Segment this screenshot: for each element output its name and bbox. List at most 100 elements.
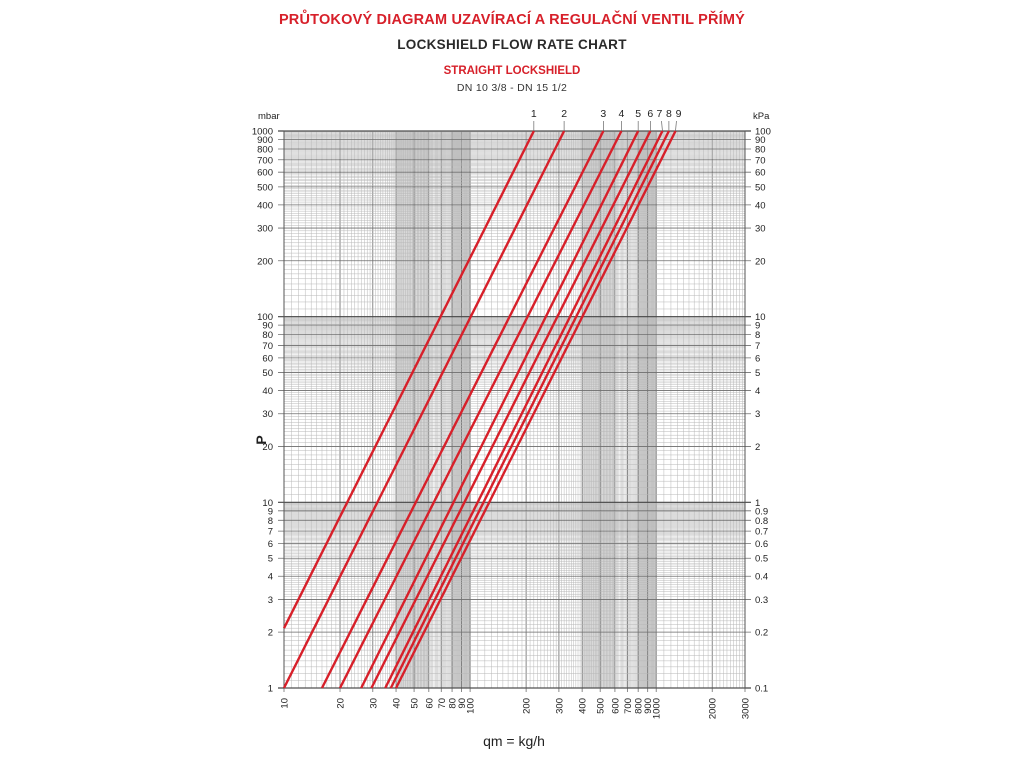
y-tick-label-right: 5 bbox=[755, 368, 760, 379]
y-tick-label-right: 0.1 bbox=[755, 684, 768, 695]
y-tick-label-left: 4 bbox=[268, 572, 273, 583]
series-line-4 bbox=[338, 130, 623, 689]
y-tick-label-left: 7 bbox=[268, 527, 273, 538]
x-tick-label: 300 bbox=[554, 698, 565, 714]
y-tick-label-right: 0.2 bbox=[755, 628, 768, 639]
y-tick-label-left: 10 bbox=[262, 498, 273, 509]
series-label-4: 4 bbox=[618, 108, 624, 120]
y-tick-label-right: 6 bbox=[755, 353, 760, 364]
y-tick-label-left: 700 bbox=[257, 155, 273, 166]
y-tick-label-left: 500 bbox=[257, 182, 273, 193]
x-tick-label: 900 bbox=[643, 698, 654, 714]
series-label-3: 3 bbox=[600, 108, 606, 120]
y-tick-label-left: 300 bbox=[257, 224, 273, 235]
y-tick-label-right: 8 bbox=[755, 330, 760, 341]
y-tick-label-left: 80 bbox=[262, 330, 273, 341]
y-tick-label-left: 70 bbox=[262, 341, 273, 352]
y-tick-label-right: 40 bbox=[755, 200, 766, 211]
series-label-1: 1 bbox=[531, 108, 537, 120]
series-line-2 bbox=[282, 130, 566, 689]
y-tick-label-right: 0.7 bbox=[755, 527, 768, 538]
y-tick-label-right: 7 bbox=[755, 341, 760, 352]
x-tick-label: 100 bbox=[466, 698, 477, 714]
series-line-6 bbox=[370, 130, 652, 689]
series-label-6: 6 bbox=[647, 108, 653, 120]
y-tick-label-left: 900 bbox=[257, 135, 273, 146]
x-tick-label: 90 bbox=[457, 698, 468, 709]
y-tick-label-left: 50 bbox=[262, 368, 273, 379]
x-tick-label: 40 bbox=[392, 698, 403, 709]
series-label-2: 2 bbox=[561, 108, 567, 120]
y-tick-label-left: 1 bbox=[268, 684, 273, 695]
y-tick-label-left: 6 bbox=[268, 539, 273, 550]
y-tick-label-right: 100 bbox=[755, 127, 771, 138]
series-line-9 bbox=[394, 130, 677, 689]
x-tick-label: 400 bbox=[578, 698, 589, 714]
y-tick-label-left: 90 bbox=[262, 321, 273, 332]
y-tick-label-right: 20 bbox=[755, 256, 766, 267]
y-axis-unit-left: mbar bbox=[258, 111, 280, 122]
y-tick-label-left: 60 bbox=[262, 353, 273, 364]
y-tick-label-left: 200 bbox=[257, 256, 273, 267]
series-line-7 bbox=[384, 130, 664, 689]
y-tick-label-left: 100 bbox=[257, 312, 273, 323]
series-label-8: 8 bbox=[666, 108, 672, 120]
y-tick-label-right: 0.5 bbox=[755, 554, 768, 565]
x-tick-label: 2000 bbox=[708, 698, 719, 719]
y-tick-label-right: 0.6 bbox=[755, 539, 768, 550]
y-tick-label-right: 80 bbox=[755, 144, 766, 155]
plot-series bbox=[282, 130, 677, 689]
series-label-7: 7 bbox=[657, 108, 663, 120]
x-tick-label: 800 bbox=[634, 698, 645, 714]
y-tick-label-left: 8 bbox=[268, 516, 273, 527]
y-axis-unit-right: kPa bbox=[753, 111, 770, 122]
x-axis-label: qm = kg/h bbox=[483, 733, 545, 749]
y-tick-label-left: 30 bbox=[262, 409, 273, 420]
plot-frame bbox=[283, 130, 746, 689]
y-tick-label-left: 2 bbox=[268, 628, 273, 639]
x-tick-label: 50 bbox=[410, 698, 421, 709]
y-tick-label-right: 0.4 bbox=[755, 572, 768, 583]
x-tick-label: 600 bbox=[610, 698, 621, 714]
y-tick-label-left: 20 bbox=[262, 442, 273, 453]
x-tick-label: 500 bbox=[596, 698, 607, 714]
y-axis-label: P bbox=[253, 435, 269, 444]
y-tick-label-left: 600 bbox=[257, 168, 273, 179]
series-label-leader bbox=[675, 120, 677, 132]
grid-band bbox=[638, 131, 657, 688]
y-tick-label-left: 3 bbox=[268, 595, 273, 606]
y-tick-label-right: 1 bbox=[755, 498, 760, 509]
series-label-9: 9 bbox=[676, 108, 682, 120]
y-tick-label-left: 800 bbox=[257, 144, 273, 155]
x-tick-label: 700 bbox=[623, 698, 634, 714]
y-tick-label-left: 400 bbox=[257, 200, 273, 211]
series-label-5: 5 bbox=[635, 108, 641, 120]
y-tick-label-right: 10 bbox=[755, 312, 766, 323]
y-tick-label-right: 30 bbox=[755, 224, 766, 235]
y-tick-label-right: 90 bbox=[755, 135, 766, 146]
y-tick-label-right: 4 bbox=[755, 386, 760, 397]
y-tick-label-right: 9 bbox=[755, 321, 760, 332]
x-tick-label: 30 bbox=[368, 698, 379, 709]
y-tick-label-right: 3 bbox=[755, 409, 760, 420]
series-label-leader bbox=[661, 120, 663, 132]
x-tick-label: 60 bbox=[424, 698, 435, 709]
x-tick-label: 1000 bbox=[652, 698, 663, 719]
chart-title-en: LOCKSHIELD FLOW RATE CHART bbox=[397, 37, 627, 52]
plot-grid bbox=[278, 130, 751, 692]
y-tick-label-right: 2 bbox=[755, 442, 760, 453]
x-tick-label: 70 bbox=[437, 698, 448, 709]
y-tick-label-right: 60 bbox=[755, 168, 766, 179]
y-tick-label-left: 1000 bbox=[252, 127, 273, 138]
x-tick-label: 200 bbox=[522, 698, 533, 714]
y-tick-label-right: 0.8 bbox=[755, 516, 768, 527]
y-tick-label-right: 0.9 bbox=[755, 506, 768, 517]
y-tick-label-left: 9 bbox=[268, 506, 273, 517]
x-tick-label: 3000 bbox=[741, 698, 752, 719]
x-tick-label: 20 bbox=[336, 698, 347, 709]
y-tick-label-right: 0.3 bbox=[755, 595, 768, 606]
series-line-1 bbox=[282, 130, 535, 629]
series-line-3 bbox=[320, 130, 605, 689]
chart-subtitle-dn: DN 10 3/8 - DN 15 1/2 bbox=[456, 82, 568, 94]
